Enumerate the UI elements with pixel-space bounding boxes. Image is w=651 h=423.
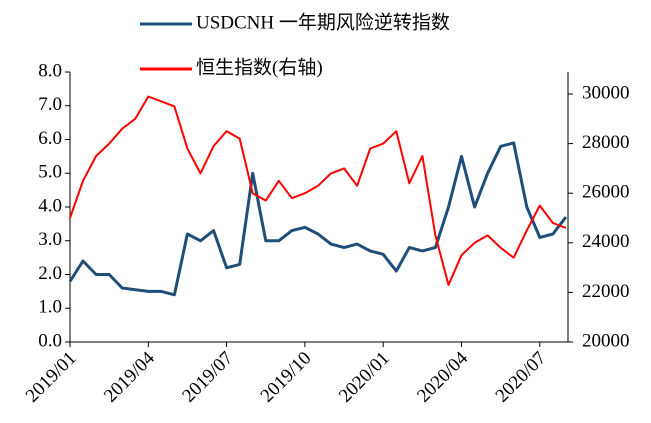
series-line — [69, 95, 567, 286]
x-tick-label: 2020/07 — [492, 348, 551, 407]
y2-tick-label: 30000 — [582, 82, 630, 103]
y-tick-label: 5.0 — [38, 162, 62, 183]
x-tick-label: 2019/10 — [257, 348, 316, 407]
x-tick-label: 2019/07 — [178, 348, 237, 407]
y2-tick-label: 26000 — [582, 182, 630, 203]
y-tick-label: 0.0 — [38, 330, 62, 351]
y-tick-label: 6.0 — [38, 128, 62, 149]
y2-tick-label: 28000 — [582, 132, 630, 153]
y-tick-label: 1.0 — [38, 297, 62, 318]
x-tick-label: 2019/04 — [100, 347, 159, 406]
x-tick-label: 2019/01 — [22, 348, 81, 407]
y-tick-label: 8.0 — [38, 60, 62, 81]
x-tick-label: 2020/04 — [413, 347, 472, 406]
y-tick-label: 3.0 — [38, 229, 62, 250]
y-tick-label: 7.0 — [38, 94, 62, 115]
y2-tick-label: 24000 — [582, 231, 630, 252]
y2-tick-label: 22000 — [582, 281, 630, 302]
x-tick-label: 2020/01 — [335, 348, 394, 407]
y2-tick-label: 20000 — [582, 330, 630, 351]
y-tick-label: 2.0 — [38, 263, 62, 284]
y-tick-label: 4.0 — [38, 195, 62, 216]
series-line — [68, 141, 568, 297]
legend-label: 恒生指数(右轴) — [196, 56, 323, 78]
legend-label: USDCNH 一年期风险逆转指数 — [196, 11, 450, 33]
